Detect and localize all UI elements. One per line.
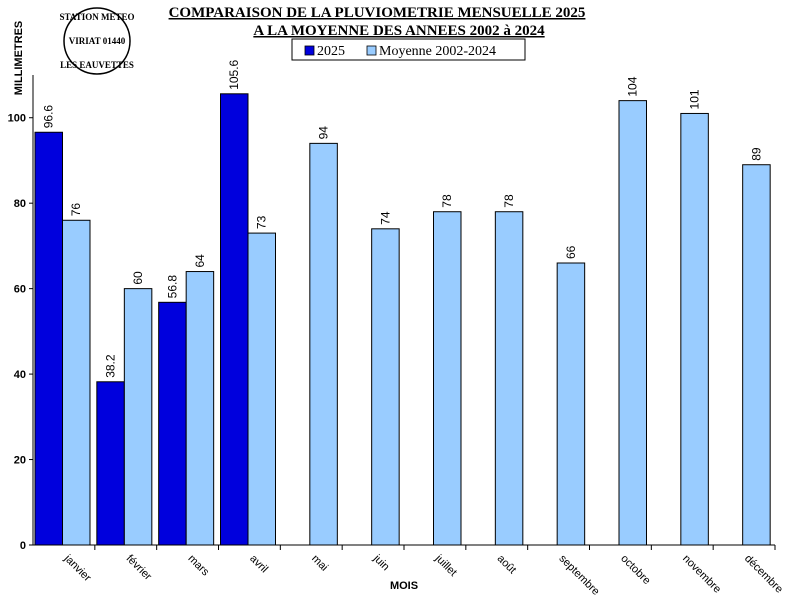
y-tick-label: 60 — [14, 284, 26, 296]
category-label: janvier — [61, 552, 93, 584]
bar-average — [123, 288, 153, 546]
data-label-average: 104 — [626, 76, 640, 96]
data-label-average: 78 — [502, 194, 516, 208]
legend-swatch-2025 — [304, 45, 315, 56]
y-tick-label: 0 — [20, 540, 26, 552]
bar-2025 — [220, 93, 249, 546]
category-label: octobre — [618, 553, 652, 587]
data-label-2025: 96.6 — [42, 105, 56, 129]
data-label-average: 94 — [317, 126, 331, 140]
chart-title: COMPARAISON DE LA PLUVIOMETRIE MENSUELLE… — [169, 5, 586, 21]
bar-average — [433, 211, 462, 546]
data-label-2025: 38.2 — [104, 354, 118, 378]
category-label: avril — [247, 553, 270, 576]
category-label: février — [124, 553, 154, 583]
data-label-average: 73 — [255, 215, 269, 229]
chart-legend: 2025 Moyenne 2002-2024 — [291, 38, 526, 61]
y-tick-label: 80 — [14, 198, 26, 210]
bar-average — [309, 142, 338, 546]
data-label-average: 76 — [69, 203, 83, 217]
legend-label-average: Moyenne 2002-2024 — [379, 44, 496, 59]
category-label: mars — [185, 553, 211, 579]
bar-2025 — [96, 381, 125, 546]
category-label: juin — [370, 552, 391, 573]
stamp-top-text: STATION METEO — [60, 12, 135, 22]
y-tick-label: 40 — [14, 369, 26, 381]
bar-average — [247, 232, 276, 546]
data-label-average: 66 — [564, 245, 578, 259]
stamp-middle-text: VIRIAT 01440 — [69, 36, 126, 46]
stamp-bottom-text: LES EAUVETTES — [60, 60, 134, 70]
bar-average — [556, 262, 586, 546]
station-stamp: STATION METEO VIRIAT 01440 LES EAUVETTES — [60, 7, 135, 75]
data-label-average: 78 — [440, 194, 454, 208]
category-label: décembre — [742, 553, 785, 596]
bar-average — [62, 219, 91, 546]
bar-2025 — [34, 131, 63, 546]
data-label-average: 60 — [131, 271, 145, 285]
data-label-2025: 105.6 — [227, 59, 241, 89]
x-axis-label: MOIS — [390, 580, 418, 592]
bar-average — [185, 271, 215, 546]
bar-average — [680, 112, 709, 546]
data-label-average: 74 — [378, 211, 392, 225]
legend-label-2025: 2025 — [317, 44, 345, 59]
data-label-average: 101 — [688, 89, 702, 109]
data-label-average: 89 — [749, 147, 763, 161]
bar-average — [494, 211, 524, 546]
y-tick-label: 20 — [14, 455, 26, 467]
category-label: septembre — [556, 553, 601, 598]
bar-average — [742, 164, 771, 546]
bar-2025 — [158, 301, 187, 546]
category-label: juillet — [432, 552, 459, 579]
legend-swatch-average — [366, 45, 377, 56]
plot-area: 0 20 40 60 80 100 96.6 76 janvier 38.2 60 février 56… — [8, 59, 785, 597]
category-label: août — [495, 553, 519, 577]
bar-average — [371, 228, 400, 546]
category-label: novembre — [680, 553, 723, 596]
data-label-average: 64 — [193, 254, 207, 268]
category-label: mai — [309, 553, 330, 574]
y-tick-label: 100 — [8, 113, 26, 125]
y-axis-label: MILLIMETRES — [13, 21, 25, 96]
chart-subtitle: A LA MOYENNE DES ANNEES 2002 à 2024 — [253, 23, 545, 39]
data-label-2025: 56.8 — [165, 275, 179, 299]
bar-average — [618, 100, 647, 546]
